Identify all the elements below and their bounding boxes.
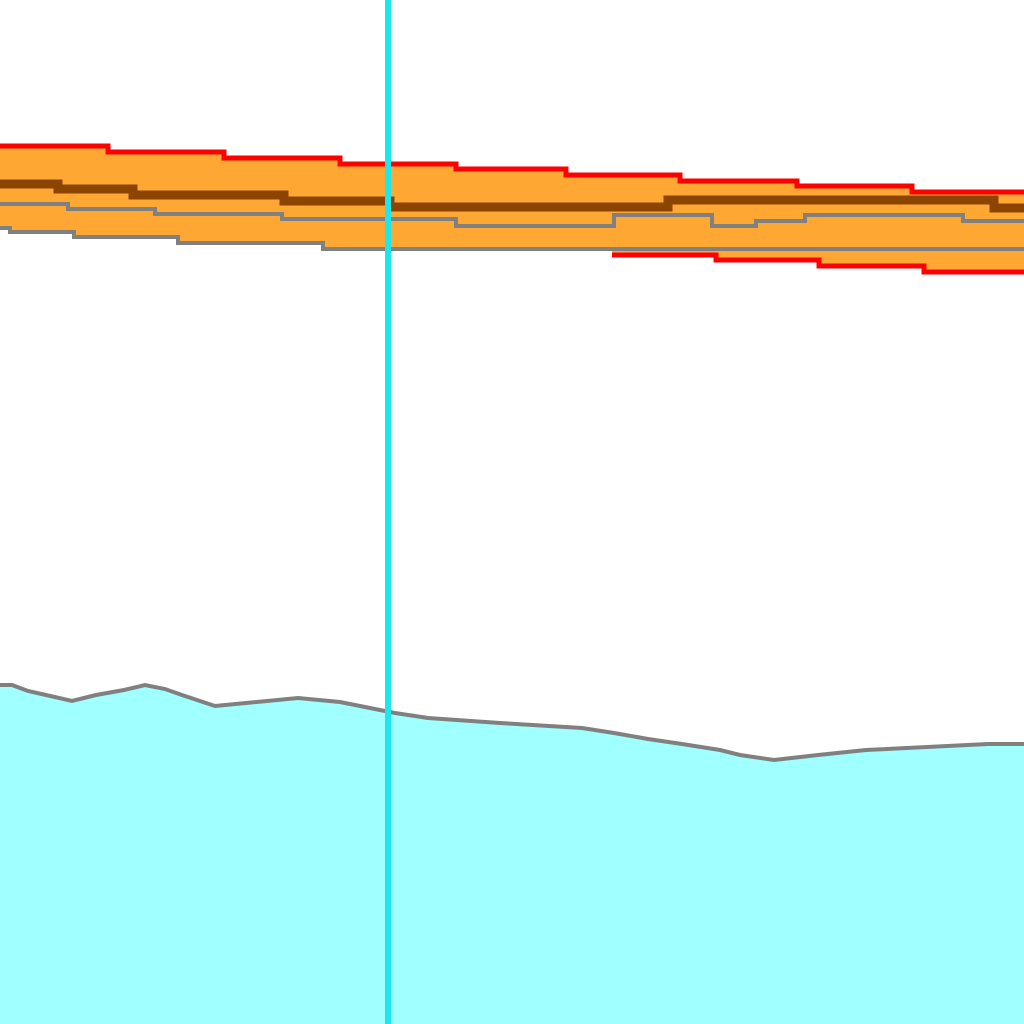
- series-line-lower-limit: [612, 252, 1024, 275]
- series-line-inner-line-1: [0, 202, 1024, 228]
- area-layer: [0, 146, 1024, 1024]
- lower-area: [0, 685, 1024, 1024]
- series-line-inner-line-2: [0, 226, 1024, 251]
- series-line-lower-area-edge: [0, 682, 1024, 763]
- series-line-upper-limit: [0, 143, 1024, 195]
- series-line-median: [0, 179, 1024, 213]
- line-layer: [0, 143, 1024, 763]
- band-area: [0, 146, 1024, 249]
